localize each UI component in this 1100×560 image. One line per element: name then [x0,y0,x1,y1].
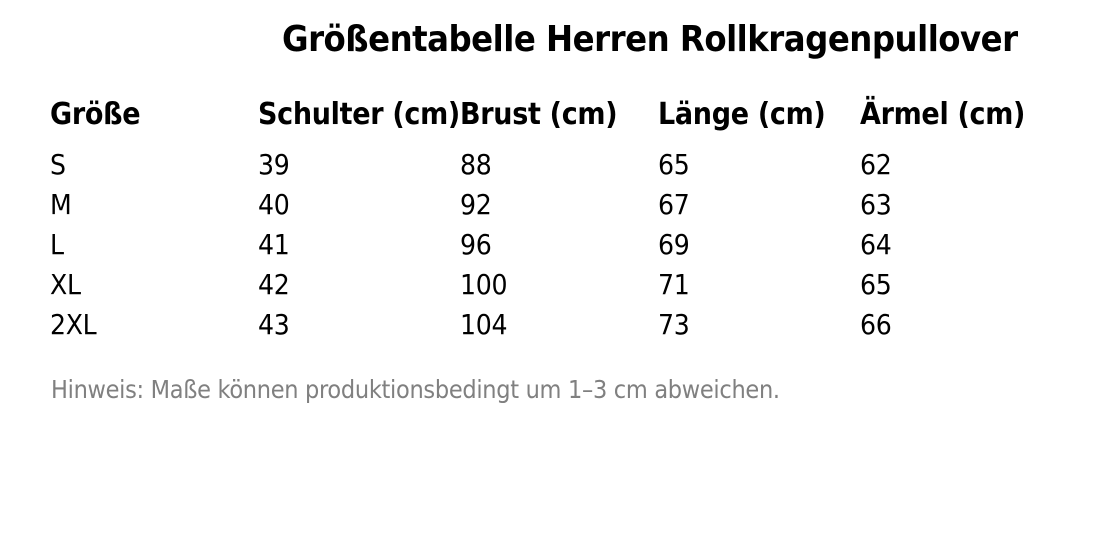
size-label: 2XL [50,308,97,341]
column-header-aermel: Ärmel (cm) [860,97,1026,132]
sleeve-value: 64 [860,228,892,261]
table-row: L 41 96 69 64 [50,228,1100,262]
length-value: 65 [658,148,690,181]
size-label: XL [50,268,81,301]
table-row: S 39 88 65 62 [50,148,1100,182]
length-value: 67 [658,188,690,221]
length-value: 73 [658,308,690,341]
chest-value: 100 [460,268,508,301]
column-header-laenge: Länge (cm) [658,97,826,132]
tolerance-note: Hinweis: Maße können produktionsbedingt … [51,375,780,404]
shoulder-value: 41 [258,228,290,261]
column-header-schulter: Schulter (cm) [258,97,460,132]
shoulder-value: 39 [258,148,290,181]
chest-value: 104 [460,308,508,341]
size-table: Größe Schulter (cm) Brust (cm) Länge (cm… [50,0,1100,360]
chest-value: 88 [460,148,492,181]
table-row: M 40 92 67 63 [50,188,1100,222]
chest-value: 96 [460,228,492,261]
sleeve-value: 63 [860,188,892,221]
shoulder-value: 42 [258,268,290,301]
table-row: 2XL 43 104 73 66 [50,308,1100,342]
sleeve-value: 62 [860,148,892,181]
column-header-groesse: Größe [50,97,141,132]
shoulder-value: 40 [258,188,290,221]
size-label: L [50,228,64,261]
shoulder-value: 43 [258,308,290,341]
size-label: S [50,148,66,181]
sleeve-value: 66 [860,308,892,341]
length-value: 69 [658,228,690,261]
table-row: XL 42 100 71 65 [50,268,1100,302]
size-label: M [50,188,72,221]
chest-value: 92 [460,188,492,221]
table-header-row: Größe Schulter (cm) Brust (cm) Länge (cm… [50,97,1100,132]
page-title: Größentabelle Herren Rollkragenpullover [282,19,1018,60]
column-header-brust: Brust (cm) [460,97,618,132]
length-value: 71 [658,268,690,301]
sleeve-value: 65 [860,268,892,301]
